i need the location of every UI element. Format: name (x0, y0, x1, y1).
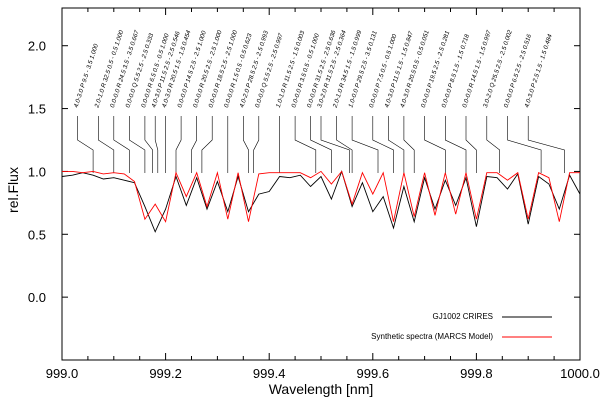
line-id-leader (154, 116, 159, 173)
line-id-leader (351, 116, 379, 173)
line-id-leader (465, 116, 477, 173)
line-id-leader (253, 116, 260, 173)
x-tick-label: 1000.0 (560, 366, 600, 381)
x-tick-label: 999.4 (253, 366, 286, 381)
line-identification-leaders (77, 116, 565, 173)
line-id-leader (387, 116, 405, 173)
line-id-leader (424, 116, 446, 173)
y-tick-label: 0.5 (28, 227, 46, 242)
x-axis-label: Wavelength [nm] (269, 381, 374, 397)
line-id-leader (310, 116, 332, 173)
spectra-series (61, 169, 581, 233)
line-id-leader (403, 116, 415, 173)
line-id-leader (113, 116, 130, 173)
legend: GJ1002 CRIRES Synthetic spectra (MARCS M… (371, 312, 552, 341)
line-id-leader (372, 116, 394, 173)
line-id-leader (444, 116, 467, 173)
line-id-leader (294, 116, 317, 173)
line-id-leader (129, 116, 146, 173)
x-tick-label: 999.2 (149, 366, 182, 381)
y-axis-ticks: 0.0 0.5 1.0 1.5 2.0 (28, 39, 580, 305)
line-id-leader (144, 116, 153, 173)
line-id-leader (191, 116, 197, 173)
y-tick-label: 0.0 (28, 290, 46, 305)
legend-label-synthetic: Synthetic spectra (MARCS Model) (371, 332, 493, 341)
line-id-leader (175, 116, 182, 173)
x-tick-label: 999.0 (46, 366, 79, 381)
y-tick-label: 1.0 (28, 164, 46, 179)
x-tick-label: 999.8 (460, 366, 493, 381)
line-id-leader (98, 116, 115, 173)
line-id-leader (201, 116, 213, 173)
x-tick-label: 999.6 (357, 366, 390, 381)
line-id-leader (336, 116, 353, 173)
line-id-leader (527, 116, 565, 173)
line-id-leader (320, 116, 350, 173)
series-line-observed (61, 169, 581, 233)
y-tick-label: 1.5 (28, 102, 46, 117)
y-tick-label: 2.0 (28, 39, 46, 54)
x-axis-ticks: 999.0 999.2 999.4 999.6 999.8 1000.0 (46, 8, 600, 381)
line-id-leader (77, 116, 94, 173)
legend-label-observed: GJ1002 CRIRES (433, 312, 493, 321)
line-id-leader (507, 116, 542, 173)
line-id-leader (243, 116, 249, 173)
series-line-synthetic (62, 170, 580, 223)
y-axis-label: rel.Flux (5, 167, 21, 213)
line-id-leader (486, 116, 501, 173)
